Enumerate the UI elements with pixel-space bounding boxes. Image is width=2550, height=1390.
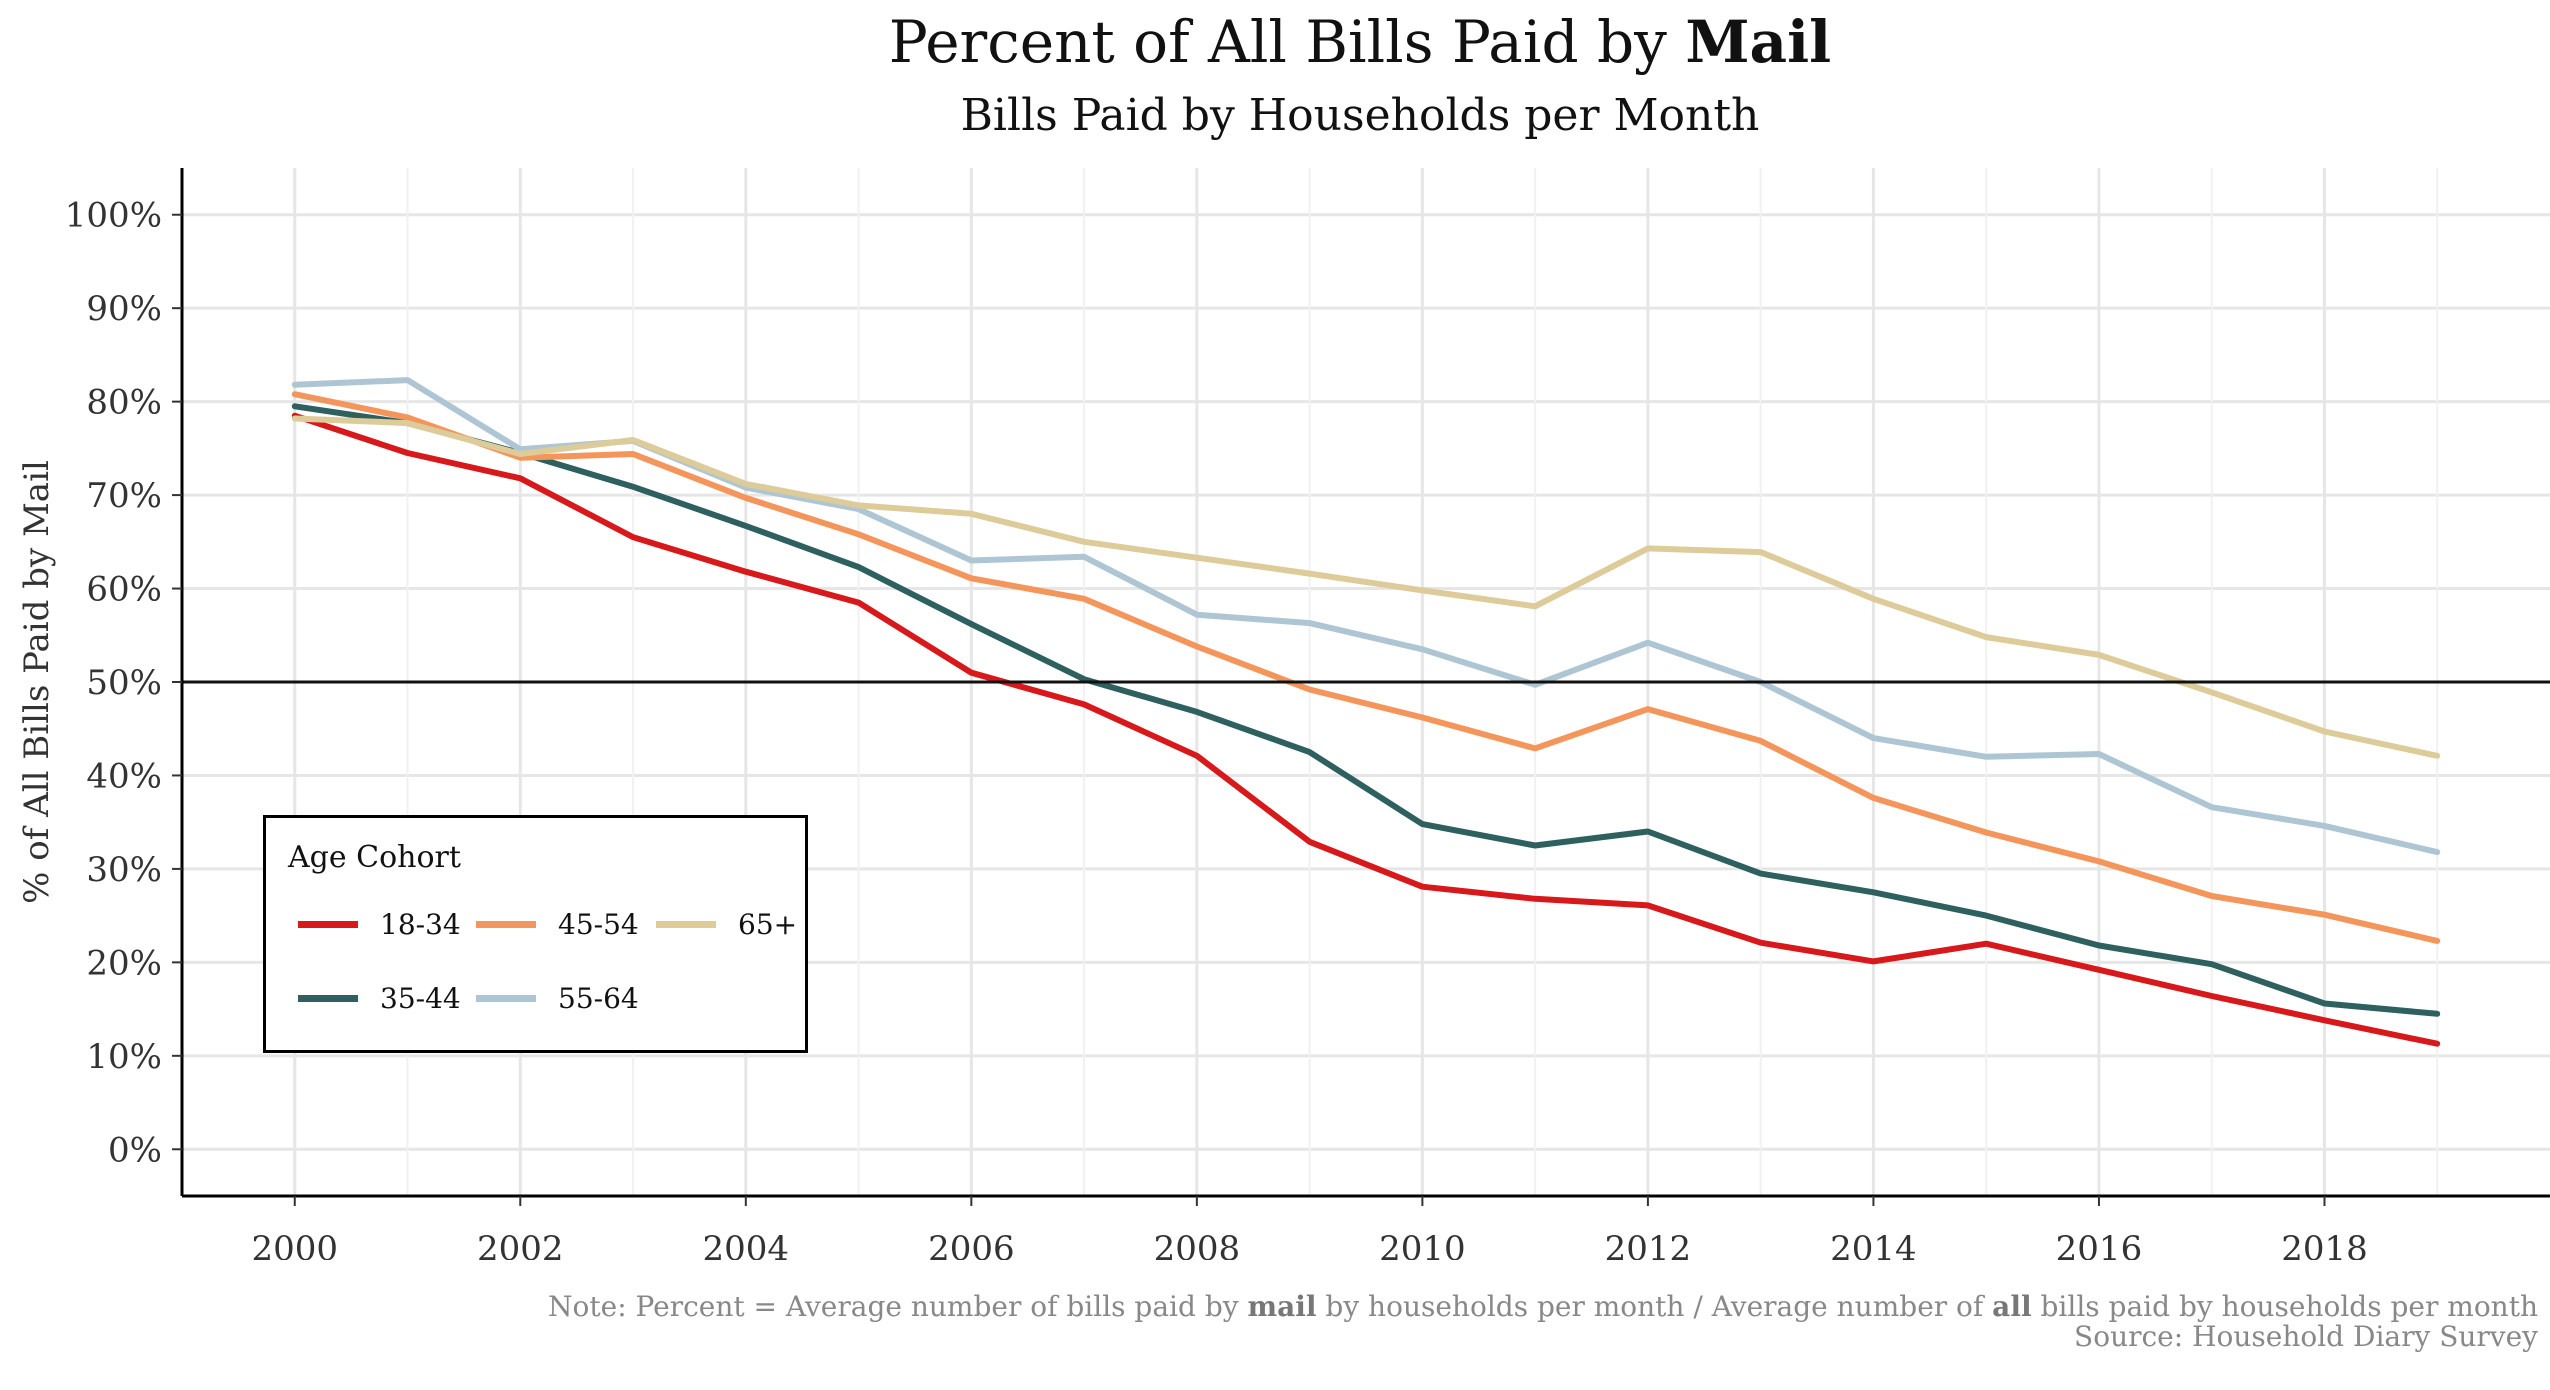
y-tick-label: 60% [86,570,162,610]
chart-subtitle: Bills Paid by Households per Month [960,90,1760,141]
legend-label: 65+ [738,908,798,941]
series-line-55-64 [291,377,2441,856]
series-line-35-44 [291,403,2441,1017]
y-tick-label: 100% [65,196,162,236]
y-tick-label: 50% [86,663,162,703]
source-text: Source: Household Diary Survey [2074,1320,2538,1353]
legend-item-55-64: 55-64 [476,982,639,1015]
x-tick-label: 2002 [477,1229,564,1260]
legend: Age Cohort 18-34 45-54 65+ 35-44 55-64 [263,815,808,1053]
footnote: Note: Percent = Average number of bills … [548,1292,2538,1352]
y-tick-labels: 0% 10% 20% 30% 40% 50% 60% 70% 80% 90% 100% [65,196,182,1170]
note-text: Note: Percent = Average number of bills … [548,1290,2538,1323]
legend-label: 18-34 [380,908,461,941]
x-tick-label: 2010 [1379,1229,1466,1260]
y-tick-label: 0% [108,1130,162,1170]
y-tick-label: 70% [86,476,162,516]
legend-label: 45-54 [558,908,639,941]
legend-label: 35-44 [380,982,461,1015]
legend-item-35-44: 35-44 [298,982,461,1015]
y-tick-label: 10% [86,1037,162,1077]
y-tick-label: 80% [86,383,162,423]
x-tick-label: 2012 [1605,1229,1692,1260]
y-tick-label: 90% [86,289,162,329]
legend-swatch [656,921,716,928]
y-tick-label: 30% [86,850,162,890]
legend-title: Age Cohort [288,840,461,875]
legend-item-45-54: 45-54 [476,908,639,941]
legend-swatch [476,995,536,1002]
x-tick-label: 2014 [1830,1229,1917,1260]
series-line-65+ [291,415,2441,759]
x-tick-labels: 2000 2002 2004 2006 2008 2010 2012 2014 2016 2018 [251,1196,2368,1260]
y-axis-label: % of All Bills Paid by Mail [17,460,57,904]
line-chart: 2000 2002 2004 2006 2008 2010 2012 2014 2016 2018… [17,168,2550,1260]
chart-title: Percent of All Bills Paid by Mail [888,8,1832,76]
x-tick-label: 2018 [2281,1229,2368,1260]
series-line-45-54 [291,391,2441,944]
x-tick-label: 2000 [251,1229,338,1260]
legend-item-65+: 65+ [656,908,797,941]
legend-swatch [298,921,358,928]
x-tick-label: 2004 [703,1229,790,1260]
x-tick-label: 2016 [2056,1229,2143,1260]
legend-swatch [476,921,536,928]
series-lines [291,377,2441,1047]
y-tick-label: 40% [86,756,162,796]
legend-label: 55-64 [558,982,639,1015]
y-tick-label: 20% [86,943,162,983]
series-line-18-34 [291,412,2441,1047]
legend-swatch [298,995,358,1002]
x-tick-label: 2006 [928,1229,1015,1260]
x-tick-label: 2008 [1154,1229,1241,1260]
legend-item-18-34: 18-34 [298,908,461,941]
chart-title-bold: Mail [1685,8,1832,76]
